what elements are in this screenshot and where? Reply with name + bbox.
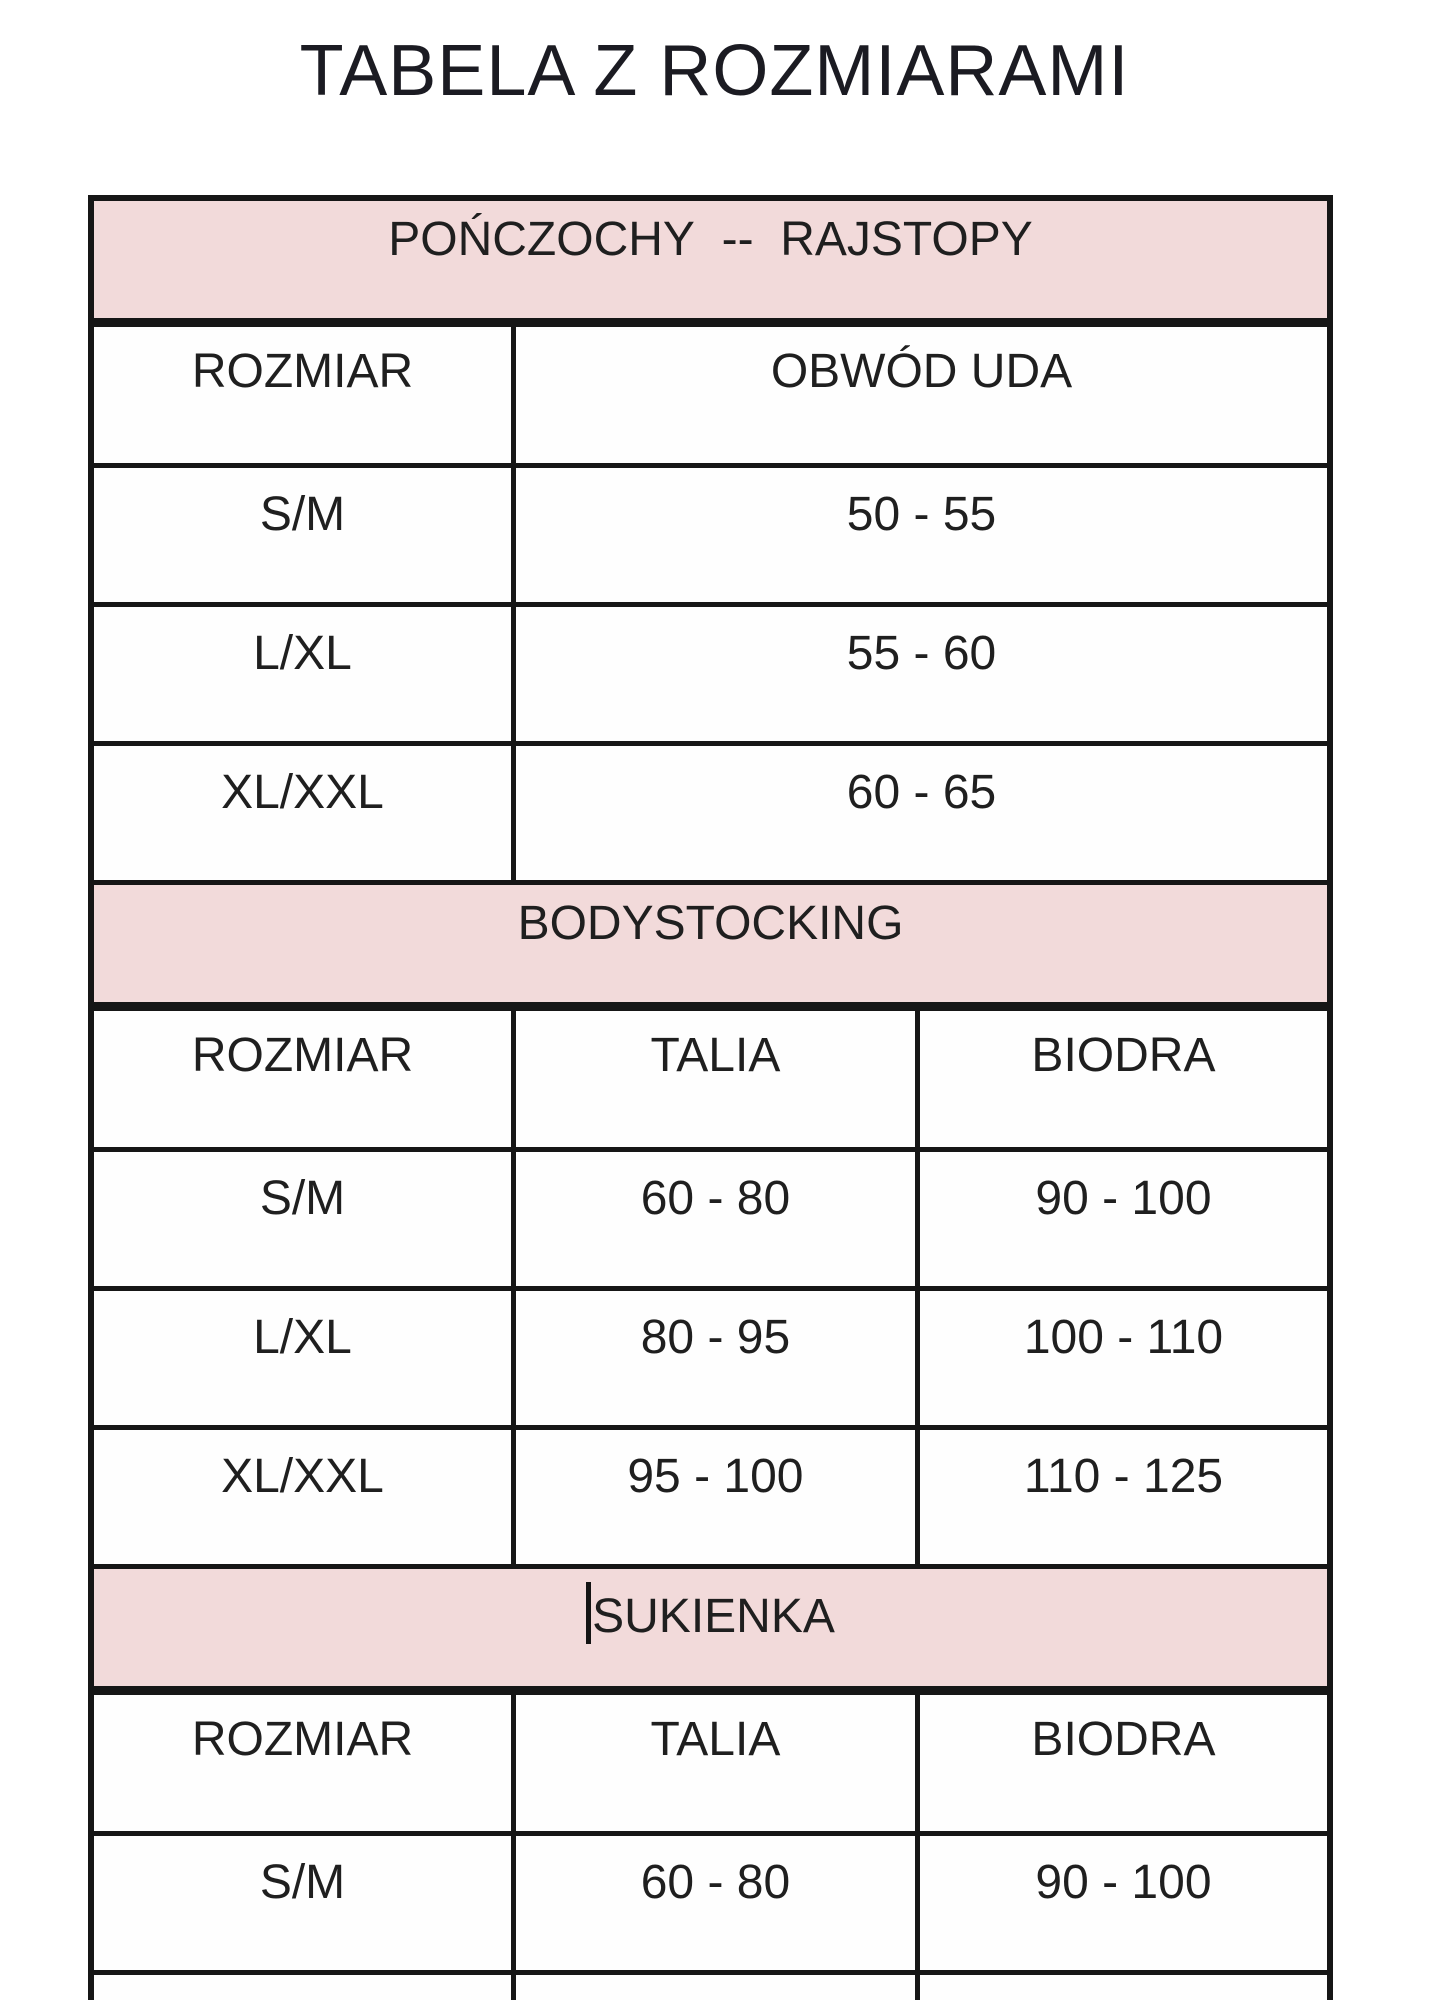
col-header-rozmiar: ROZMIAR — [88, 1688, 516, 1836]
col-header-rozmiar: ROZMIAR — [88, 320, 516, 468]
col-header-talia: TALIA — [510, 1688, 920, 1836]
section-title-bodystocking: BODYSTOCKING — [88, 880, 1333, 1011]
page-title: TABELA Z ROZMIARAMI — [299, 31, 1130, 111]
column-header-row: ROZMIAR TALIA BIODRA — [88, 1004, 1333, 1152]
value-cell: 80 - 95 — [510, 1970, 920, 2000]
value-cell: 90 - 100 — [914, 1147, 1333, 1291]
value-cell: 50 - 55 — [510, 463, 1333, 607]
section-title-text: BODYSTOCKING — [517, 897, 904, 950]
value-cell: 95 - 100 — [510, 1425, 920, 1569]
size-cell: S/M — [88, 1147, 516, 1291]
col-header-biodra: BIODRA — [914, 1004, 1333, 1152]
section-title-sukienka: SUKIENKA — [88, 1564, 1333, 1695]
size-cell: L/XL — [88, 602, 516, 746]
section-title-ponczochy-rajstopy: POŃCZOCHY -- RAJSTOPY — [88, 195, 1333, 327]
section-title-text: POŃCZOCHY -- RAJSTOPY — [388, 213, 1033, 266]
table-row: S/M 50 - 55 — [88, 463, 1333, 607]
value-cell: 90 - 100 — [914, 1831, 1333, 1975]
value-cell: 110 - 125 — [914, 1425, 1333, 1569]
section-title-text: SUKIENKA — [592, 1590, 835, 1643]
section-header-bodystocking: BODYSTOCKING — [88, 880, 1333, 1011]
table-row: S/M 60 - 80 90 - 100 — [88, 1831, 1333, 1975]
col-header-talia: TALIA — [510, 1004, 920, 1152]
value-cell: 60 - 80 — [510, 1831, 920, 1975]
table-row: XL/XXL 95 - 100 110 - 125 — [88, 1425, 1333, 1569]
col-header-obwod-uda: OBWÓD UDA — [510, 320, 1333, 468]
size-cell: XL/XXL — [88, 741, 516, 885]
size-cell: L/XL — [88, 1286, 516, 1430]
size-cell: S/M — [88, 463, 516, 607]
size-table: POŃCZOCHY -- RAJSTOPY ROZMIAR OBWÓD UDA … — [88, 195, 1333, 2000]
table-row: S/M 60 - 80 90 - 100 — [88, 1147, 1333, 1291]
text-cursor — [586, 1582, 592, 1644]
column-header-row: ROZMIAR OBWÓD UDA — [88, 320, 1333, 468]
size-cell: S/M — [88, 1831, 516, 1975]
value-cell: 60 - 80 — [510, 1147, 920, 1291]
col-header-biodra: BIODRA — [914, 1688, 1333, 1836]
value-cell: 55 - 60 — [510, 602, 1333, 746]
table-row: L/XL 55 - 60 — [88, 602, 1333, 746]
col-header-rozmiar: ROZMIAR — [88, 1004, 516, 1152]
value-cell: 80 - 95 — [510, 1286, 920, 1430]
table-row: L/XL 80 - 95 100 - 110 — [88, 1970, 1333, 2000]
section-header-sukienka: SUKIENKA — [88, 1564, 1333, 1695]
table-row: XL/XXL 60 - 65 — [88, 741, 1333, 885]
size-cell: XL/XXL — [88, 1425, 516, 1569]
column-header-row: ROZMIAR TALIA BIODRA — [88, 1688, 1333, 1836]
value-cell: 100 - 110 — [914, 1286, 1333, 1430]
value-cell: 60 - 65 — [510, 741, 1333, 885]
size-cell: L/XL — [88, 1970, 516, 2000]
section-header-ponczochy-rajstopy: POŃCZOCHY -- RAJSTOPY — [88, 195, 1333, 327]
value-cell: 100 - 110 — [914, 1970, 1333, 2000]
table-row: L/XL 80 - 95 100 - 110 — [88, 1286, 1333, 1430]
